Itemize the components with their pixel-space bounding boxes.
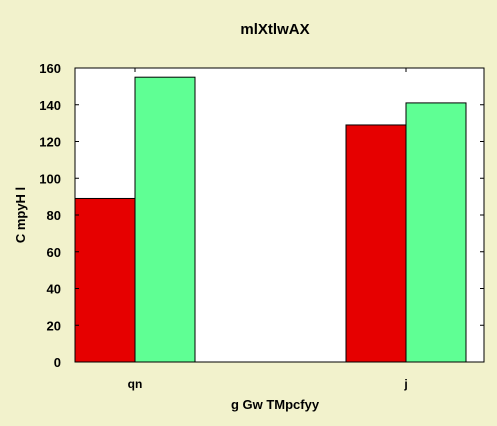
bar-series-1-qn <box>74 197 136 363</box>
y-tick-label-80: 80 <box>47 208 61 223</box>
y-tick-label-100: 100 <box>39 171 61 186</box>
y-tick-label-60: 60 <box>47 245 61 260</box>
x-tick-label-qn: qn <box>128 377 143 391</box>
x-axis-label: g Gw TMpcfyy <box>231 397 320 412</box>
y-tick-label-20: 20 <box>47 318 61 333</box>
x-tick-label-j: j <box>403 377 407 391</box>
y-axis-label: C mpyH l <box>13 187 28 243</box>
bar-series-2-qn <box>134 76 196 363</box>
y-tick-label-0: 0 <box>54 355 61 370</box>
chart-title: mlXtlwAX <box>240 21 309 38</box>
bar-series-2-j <box>405 102 467 363</box>
y-tick-label-40: 40 <box>47 282 61 297</box>
y-tick-label-160: 160 <box>39 61 61 76</box>
y-tick-label-140: 140 <box>39 98 61 113</box>
y-axis: 0 20 40 60 80 100 120 140 160 <box>39 61 484 370</box>
x-axis: qn j <box>128 68 408 391</box>
y-tick-label-120: 120 <box>39 135 61 150</box>
bar-series-1-j <box>345 124 407 363</box>
bars-group <box>74 76 467 363</box>
